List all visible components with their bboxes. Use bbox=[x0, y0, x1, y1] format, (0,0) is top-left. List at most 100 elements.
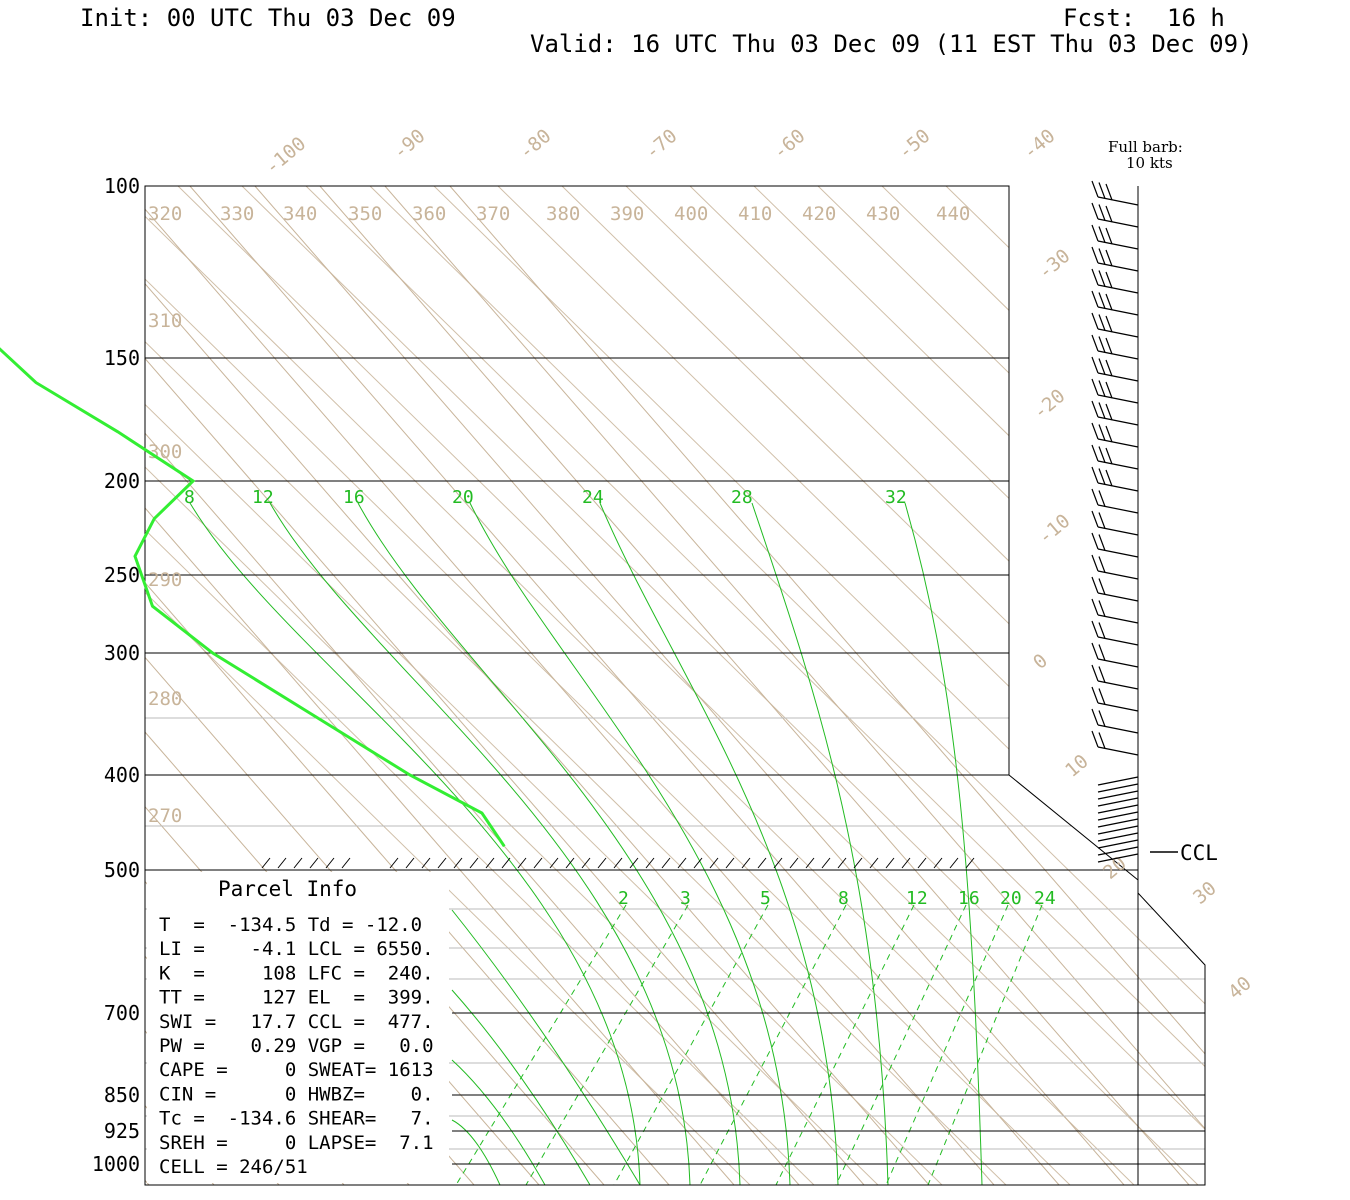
moist-adiabat bbox=[751, 502, 889, 1185]
moist-adiabat bbox=[451, 989, 591, 1185]
wind-barb-flag bbox=[1098, 204, 1106, 221]
moist-adiabat bbox=[451, 909, 641, 1185]
mixing-ratio-label: 16 bbox=[958, 888, 980, 909]
parcel-info-row: SWI = 17.7 CCL = 477. bbox=[159, 1011, 434, 1033]
wind-barb bbox=[1097, 658, 1139, 668]
dry-adiabat bbox=[369, 186, 1205, 1185]
wind-barb-flag bbox=[1105, 447, 1113, 465]
mixing-ratio-line bbox=[885, 904, 1009, 1185]
wind-barb bbox=[1097, 438, 1139, 448]
wind-barb-flag bbox=[1091, 378, 1099, 396]
wind-barb-flag bbox=[1091, 356, 1099, 374]
parcel-info-row: PW = 0.29 VGP = 0.0 bbox=[159, 1035, 434, 1057]
wind-barb-flag bbox=[1091, 730, 1099, 748]
wind-barb bbox=[1097, 196, 1139, 206]
dry-adiabat bbox=[1137, 186, 1205, 1185]
wind-barb-flag bbox=[1098, 182, 1106, 199]
wind-barb bbox=[1097, 811, 1139, 821]
mixing-ratio-label: 12 bbox=[906, 888, 928, 909]
moist-adiabat-label: 24 bbox=[582, 487, 604, 508]
dry-adiabat-label: 440 bbox=[936, 203, 970, 225]
dry-adiabat bbox=[1009, 186, 1205, 1185]
wind-barb-flag bbox=[1091, 268, 1099, 286]
parcel-info-row: K = 108 LFC = 240. bbox=[159, 962, 434, 984]
wind-barb-flag bbox=[1105, 183, 1113, 201]
hatch-mark bbox=[709, 857, 719, 869]
hatch-mark bbox=[421, 857, 431, 869]
dry-adiabat bbox=[145, 186, 1135, 1185]
wind-barb bbox=[1097, 240, 1139, 250]
wind-barb bbox=[1097, 783, 1139, 793]
isotherm bbox=[145, 186, 605, 1185]
moist-adiabat-label: 32 bbox=[885, 487, 907, 508]
moist-adiabats bbox=[189, 502, 983, 1185]
wind-barb-flag bbox=[1105, 227, 1113, 245]
hatch-mark bbox=[277, 857, 287, 869]
wind-barb-flag bbox=[1098, 490, 1106, 507]
wind-barb bbox=[1097, 548, 1139, 558]
dry-adiabat bbox=[433, 186, 1205, 1185]
isotherm bbox=[145, 186, 865, 1185]
wind-barb-flag bbox=[1091, 686, 1099, 704]
mixing-ratio-label: 24 bbox=[1034, 888, 1056, 909]
wind-barb-flag bbox=[1091, 312, 1099, 330]
dry-adiabat-label: 320 bbox=[148, 203, 182, 225]
wind-barb-flag bbox=[1098, 446, 1106, 463]
dry-adiabat-label: 380 bbox=[546, 203, 580, 225]
hatch-mark bbox=[805, 857, 815, 869]
hatch-mark bbox=[965, 857, 975, 869]
wind-barb bbox=[1097, 504, 1139, 514]
parcel-info-row: LI = -4.1 LCL = 6550. bbox=[159, 938, 434, 960]
wind-barb bbox=[1097, 482, 1139, 492]
dry-adiabat bbox=[177, 186, 1199, 1185]
isotherm-label: -50 bbox=[894, 125, 934, 164]
dry-adiabat-label: 330 bbox=[220, 203, 254, 225]
wind-barb-flag bbox=[1098, 292, 1106, 309]
dry-adiabat bbox=[561, 186, 1205, 1185]
mixing-ratio-line bbox=[927, 904, 1043, 1185]
hatch-mark bbox=[325, 857, 335, 869]
pressure-tick-label: 200 bbox=[104, 469, 140, 493]
isotherm-label: -10 bbox=[1034, 510, 1074, 549]
hatch-mark bbox=[741, 857, 751, 869]
dry-adiabat bbox=[497, 186, 1205, 1185]
hatch-mark bbox=[341, 857, 351, 869]
mixing-ratio-label: 3 bbox=[680, 888, 691, 909]
wind-barb-flag bbox=[1098, 226, 1106, 243]
wind-barb-flag bbox=[1091, 576, 1099, 594]
wind-barb-flag bbox=[1091, 224, 1099, 242]
hatch-mark bbox=[293, 857, 303, 869]
dry-adiabat bbox=[1201, 186, 1205, 1185]
isotherm bbox=[145, 186, 930, 1185]
hatch-mark bbox=[405, 857, 415, 869]
wind-barb-flag bbox=[1091, 708, 1099, 726]
wind-barb bbox=[1097, 350, 1139, 360]
wind-barb-flag bbox=[1091, 444, 1099, 462]
wind-barb-flag bbox=[1098, 512, 1106, 529]
isotherm bbox=[254, 186, 1125, 1185]
isotherm-label: 40 bbox=[1224, 972, 1256, 1004]
dry-adiabat bbox=[1266, 186, 1350, 1185]
hatch-mark bbox=[437, 857, 447, 869]
dry-adiabat-label: 270 bbox=[148, 805, 182, 827]
wind-barb-flag bbox=[1105, 315, 1113, 333]
wind-barb bbox=[1097, 570, 1139, 580]
isotherm bbox=[0, 186, 19, 1185]
wind-barb-flag bbox=[1105, 381, 1113, 399]
wind-barb-flag bbox=[1105, 469, 1113, 487]
hatch-mark bbox=[693, 857, 703, 869]
hatch-mark bbox=[869, 857, 879, 869]
wind-barb bbox=[1097, 372, 1139, 382]
hatch-mark bbox=[309, 857, 319, 869]
dry-adiabat bbox=[145, 186, 879, 1185]
hatch-mark bbox=[485, 857, 495, 869]
wind-barb-flag bbox=[1105, 205, 1113, 223]
wind-barb-flag bbox=[1098, 402, 1106, 419]
isotherm-label: -40 bbox=[1019, 125, 1059, 164]
parcel-info-rows: T = -134.5 Td = -12.0LI = -4.1 LCL = 655… bbox=[159, 914, 434, 1178]
wind-barb bbox=[1097, 790, 1139, 800]
parcel-info-row: CELL = 246/51 bbox=[159, 1156, 308, 1178]
dry-adiabat-label: 340 bbox=[283, 203, 317, 225]
mixing-ratio-label: 2 bbox=[618, 888, 629, 909]
